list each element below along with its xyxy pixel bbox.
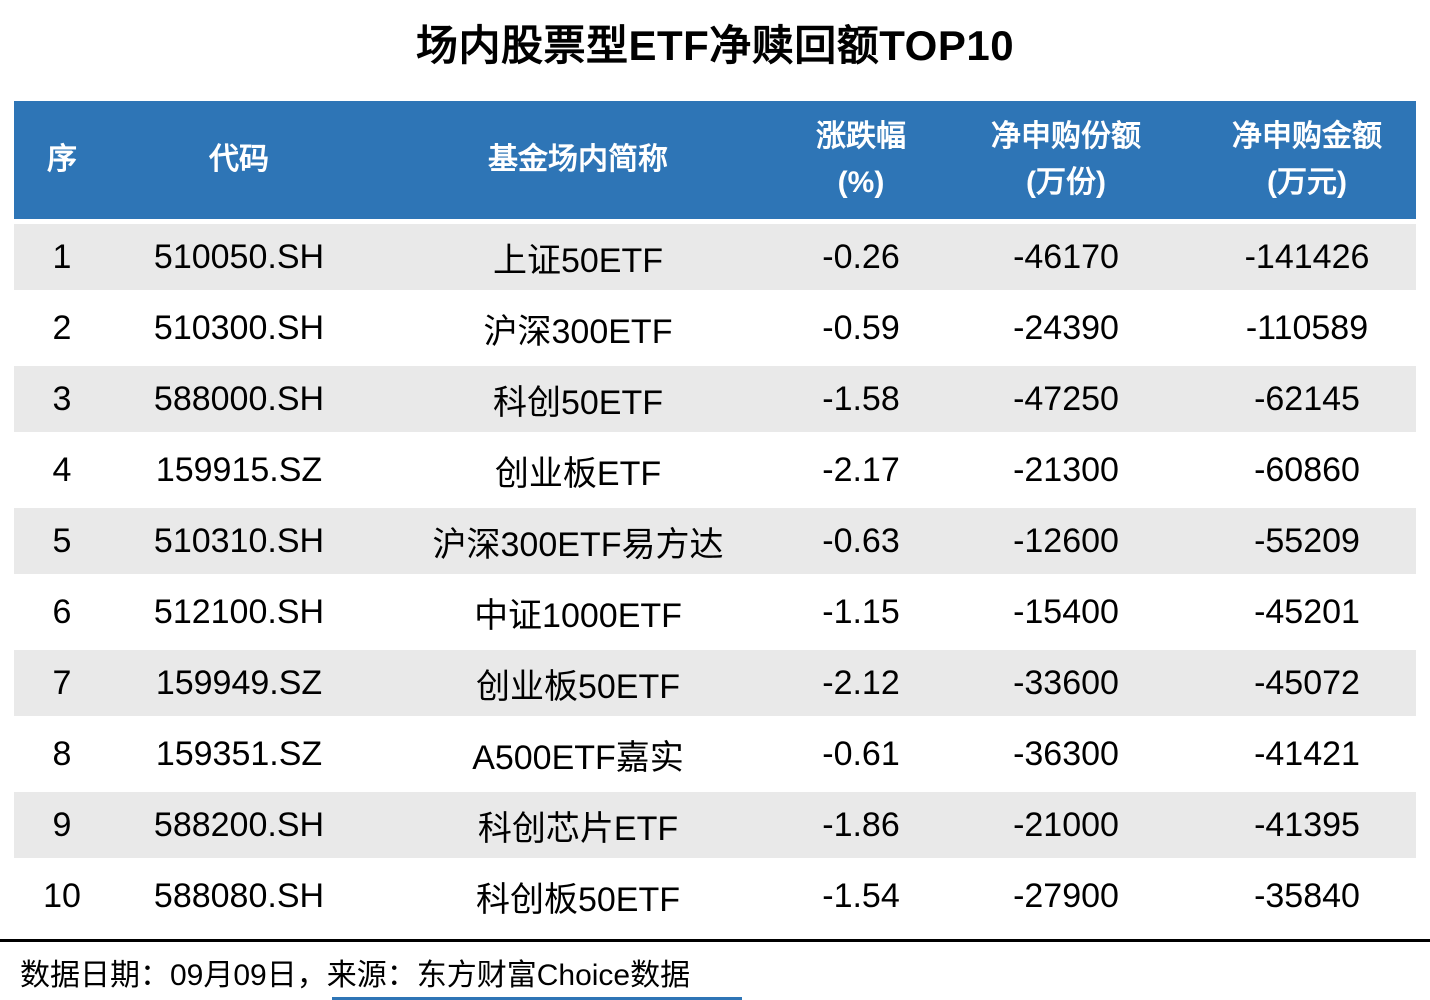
cell-change_pct: -1.54 xyxy=(788,863,934,929)
table-row: 1 510050.SH 上证50ETF -0.26 -46170 -141426 xyxy=(14,224,1416,290)
cell-net_amount: -45072 xyxy=(1198,650,1416,716)
cell-code: 159949.SZ xyxy=(110,650,368,716)
footer-divider xyxy=(0,939,1430,942)
cell-change_pct: -0.63 xyxy=(788,508,934,574)
table-row: 8 159351.SZ A500ETF嘉实 -0.61 -36300 -41421 xyxy=(14,721,1416,787)
cell-name: 创业板50ETF xyxy=(368,650,788,716)
column-header-code: 代码 xyxy=(110,101,368,219)
column-label: 序 xyxy=(47,142,77,176)
cell-change_pct: -2.12 xyxy=(788,650,934,716)
cell-net_amount: -45201 xyxy=(1198,579,1416,645)
cell-net_shares: -21300 xyxy=(934,437,1198,503)
cell-net_shares: -27900 xyxy=(934,863,1198,929)
cell-change_pct: -1.15 xyxy=(788,579,934,645)
cell-name: 科创50ETF xyxy=(368,366,788,432)
cell-seq: 9 xyxy=(14,792,110,858)
cell-seq: 10 xyxy=(14,863,110,929)
column-header-change_pct: 涨跌幅 (%) xyxy=(788,101,934,219)
table-row: 9 588200.SH 科创芯片ETF -1.86 -21000 -41395 xyxy=(14,792,1416,858)
cell-name: 科创芯片ETF xyxy=(368,792,788,858)
column-unit: (万元) xyxy=(1267,166,1347,199)
cell-change_pct: -0.26 xyxy=(788,224,934,290)
column-label: 代码 xyxy=(209,142,269,176)
cell-net_shares: -24390 xyxy=(934,295,1198,361)
table-header: 序 代码 基金场内简称 涨跌幅 (%) 净申购份额 (万份) 净申购金额 (万元) xyxy=(14,101,1416,219)
cell-code: 510050.SH xyxy=(110,224,368,290)
table-row: 2 510300.SH 沪深300ETF -0.59 -24390 -110589 xyxy=(14,295,1416,361)
cell-net_amount: -41395 xyxy=(1198,792,1416,858)
cell-net_amount: -62145 xyxy=(1198,366,1416,432)
cell-code: 588000.SH xyxy=(110,366,368,432)
cell-seq: 5 xyxy=(14,508,110,574)
cell-net_shares: -46170 xyxy=(934,224,1198,290)
table-row: 7 159949.SZ 创业板50ETF -2.12 -33600 -45072 xyxy=(14,650,1416,716)
table-row: 6 512100.SH 中证1000ETF -1.15 -15400 -45201 xyxy=(14,579,1416,645)
cell-net_shares: -33600 xyxy=(934,650,1198,716)
cell-net_amount: -60860 xyxy=(1198,437,1416,503)
cell-seq: 3 xyxy=(14,366,110,432)
cell-change_pct: -2.17 xyxy=(788,437,934,503)
table-row: 5 510310.SH 沪深300ETF易方达 -0.63 -12600 -55209 xyxy=(14,508,1416,574)
cell-seq: 4 xyxy=(14,437,110,503)
cell-name: 沪深300ETF易方达 xyxy=(368,508,788,574)
column-label: 净申购金额 xyxy=(1232,119,1382,153)
cell-seq: 1 xyxy=(14,224,110,290)
cell-seq: 2 xyxy=(14,295,110,361)
cell-net_amount: -110589 xyxy=(1198,295,1416,361)
table-row: 3 588000.SH 科创50ETF -1.58 -47250 -62145 xyxy=(14,366,1416,432)
source-note: 数据日期：09月09日，来源：东方财富Choice数据 xyxy=(20,959,691,992)
cell-code: 588080.SH xyxy=(110,863,368,929)
cell-change_pct: -1.58 xyxy=(788,366,934,432)
cell-net_shares: -47250 xyxy=(934,366,1198,432)
cell-net_amount: -35840 xyxy=(1198,863,1416,929)
cell-name: 沪深300ETF xyxy=(368,295,788,361)
cell-net_shares: -15400 xyxy=(934,579,1198,645)
page-title: 场内股票型ETF净赎回额TOP10 xyxy=(415,22,1015,69)
cell-net_amount: -141426 xyxy=(1198,224,1416,290)
column-header-seq: 序 xyxy=(14,101,110,219)
cell-code: 588200.SH xyxy=(110,792,368,858)
etf-table: 序 代码 基金场内简称 涨跌幅 (%) 净申购份额 (万份) 净申购金额 (万元) 1 51005… xyxy=(14,96,1416,934)
column-unit: (万份) xyxy=(1026,166,1106,199)
cell-net_amount: -41421 xyxy=(1198,721,1416,787)
column-header-name: 基金场内简称 xyxy=(368,101,788,219)
cell-seq: 7 xyxy=(14,650,110,716)
table-body: 1 510050.SH 上证50ETF -0.26 -46170 -141426 2 5103… xyxy=(14,224,1416,929)
column-label: 净申购份额 xyxy=(991,119,1141,153)
column-label: 涨跌幅 xyxy=(816,119,906,153)
cell-code: 159915.SZ xyxy=(110,437,368,503)
cell-net_shares: -21000 xyxy=(934,792,1198,858)
cell-name: 上证50ETF xyxy=(368,224,788,290)
column-header-net_amount: 净申购金额 (万元) xyxy=(1198,101,1416,219)
cell-name: 创业板ETF xyxy=(368,437,788,503)
cell-code: 512100.SH xyxy=(110,579,368,645)
bottom-accent-line xyxy=(332,997,742,1000)
cell-name: A500ETF嘉实 xyxy=(368,721,788,787)
cell-change_pct: -0.59 xyxy=(788,295,934,361)
cell-net_shares: -36300 xyxy=(934,721,1198,787)
cell-change_pct: -1.86 xyxy=(788,792,934,858)
cell-code: 510310.SH xyxy=(110,508,368,574)
cell-change_pct: -0.61 xyxy=(788,721,934,787)
column-unit: (%) xyxy=(837,166,885,199)
cell-code: 510300.SH xyxy=(110,295,368,361)
header-row: 序 代码 基金场内简称 涨跌幅 (%) 净申购份额 (万份) 净申购金额 (万元) xyxy=(14,101,1416,219)
cell-name: 中证1000ETF xyxy=(368,579,788,645)
cell-name: 科创板50ETF xyxy=(368,863,788,929)
table-row: 10 588080.SH 科创板50ETF -1.54 -27900 -35840 xyxy=(14,863,1416,929)
table-row: 4 159915.SZ 创业板ETF -2.17 -21300 -60860 xyxy=(14,437,1416,503)
cell-seq: 6 xyxy=(14,579,110,645)
column-label: 基金场内简称 xyxy=(488,142,668,176)
cell-code: 159351.SZ xyxy=(110,721,368,787)
cell-net_shares: -12600 xyxy=(934,508,1198,574)
cell-net_amount: -55209 xyxy=(1198,508,1416,574)
column-header-net_shares: 净申购份额 (万份) xyxy=(934,101,1198,219)
cell-seq: 8 xyxy=(14,721,110,787)
